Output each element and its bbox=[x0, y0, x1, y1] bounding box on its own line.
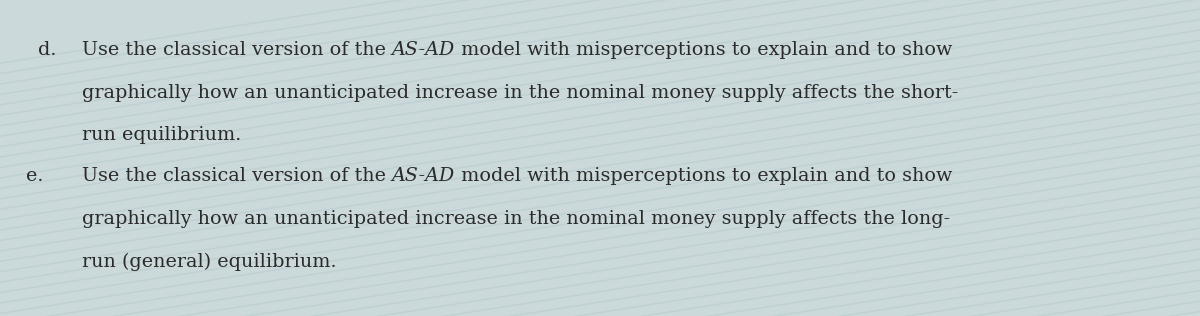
Text: e.: e. bbox=[26, 167, 43, 185]
Text: model with misperceptions to explain and to show: model with misperceptions to explain and… bbox=[455, 167, 953, 185]
Text: AS-AD: AS-AD bbox=[391, 41, 455, 59]
Text: d.: d. bbox=[38, 41, 56, 59]
Text: Use the classical version of the: Use the classical version of the bbox=[82, 167, 391, 185]
Text: graphically how an unanticipated increase in the nominal money supply affects th: graphically how an unanticipated increas… bbox=[82, 84, 958, 102]
Text: Use the classical version of the: Use the classical version of the bbox=[82, 41, 391, 59]
Text: graphically how an unanticipated increase in the nominal money supply affects th: graphically how an unanticipated increas… bbox=[82, 210, 949, 228]
Text: run equilibrium.: run equilibrium. bbox=[82, 126, 241, 144]
Text: AS-AD: AS-AD bbox=[391, 167, 455, 185]
Text: run (general) equilibrium.: run (general) equilibrium. bbox=[82, 253, 336, 271]
Text: model with misperceptions to explain and to show: model with misperceptions to explain and… bbox=[455, 41, 953, 59]
